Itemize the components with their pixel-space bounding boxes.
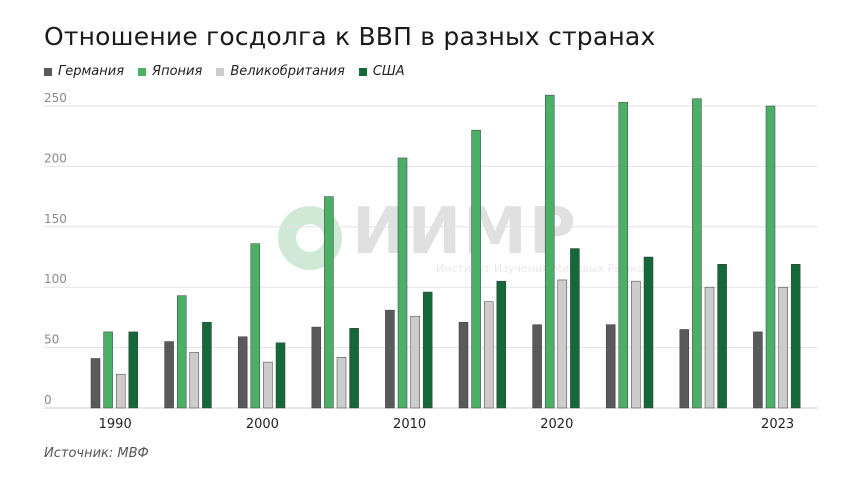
bar — [643, 256, 654, 409]
y-tick-label: 100 — [44, 272, 67, 286]
y-tick-label: 0 — [44, 393, 52, 407]
bar — [496, 280, 507, 409]
bar — [176, 295, 187, 409]
legend-item-germany: Германия — [44, 64, 124, 79]
y-tick-label: 50 — [44, 333, 59, 347]
legend-swatch-usa — [358, 67, 367, 76]
legend-item-usa: США — [358, 64, 405, 79]
bar — [557, 279, 568, 409]
bar — [692, 98, 702, 409]
bar — [704, 286, 715, 409]
y-tick-label: 250 — [44, 91, 67, 105]
bar — [385, 309, 395, 409]
bar — [103, 331, 113, 409]
bar — [679, 329, 690, 409]
y-tick-label: 150 — [44, 212, 67, 226]
legend-label-germany: Германия — [58, 64, 125, 79]
bar — [324, 196, 334, 409]
bar — [605, 324, 616, 409]
bar — [483, 301, 494, 409]
bar — [115, 373, 126, 409]
bar — [237, 336, 248, 409]
legend-item-japan: Япония — [138, 64, 202, 79]
legend-swatch-uk — [216, 67, 225, 76]
bar — [397, 157, 408, 409]
bar — [410, 315, 420, 409]
bar — [250, 243, 261, 409]
legend-label-uk: Великобритания — [230, 64, 345, 79]
bar — [422, 291, 433, 409]
bar — [544, 94, 555, 409]
bar — [570, 248, 580, 409]
bar — [202, 321, 212, 409]
bar — [717, 263, 727, 409]
bar — [189, 352, 200, 409]
legend-item-uk: Великобритания — [216, 64, 345, 79]
bar — [471, 129, 481, 409]
x-tick-label: 2020 — [540, 417, 573, 432]
bar — [778, 286, 788, 409]
bar — [275, 342, 286, 409]
chart-title: Отношение госдолга к ВВП в разных страна… — [44, 22, 656, 51]
bar — [618, 102, 629, 409]
x-tick-label: 2023 — [761, 417, 794, 432]
bar — [263, 361, 273, 409]
legend-label-usa: США — [372, 64, 405, 79]
bar — [458, 321, 469, 409]
legend: Германия Япония Великобритания США — [44, 64, 405, 79]
bar — [631, 280, 641, 409]
source-note: Источник: МВФ — [44, 446, 149, 461]
x-tick-label: 2010 — [393, 417, 426, 432]
bar — [532, 324, 542, 409]
bar — [790, 263, 801, 409]
bar — [765, 105, 776, 409]
bar — [336, 357, 347, 409]
y-tick-label: 200 — [44, 151, 67, 165]
legend-label-japan: Япония — [152, 64, 203, 79]
legend-swatch-japan — [138, 67, 147, 76]
x-tick-label: 2000 — [246, 417, 279, 432]
bar — [311, 326, 322, 409]
bar — [753, 331, 763, 409]
x-tick-label: 1990 — [99, 417, 132, 432]
legend-swatch-germany — [44, 67, 52, 76]
bar — [349, 328, 359, 409]
bar — [164, 341, 174, 409]
bar — [90, 358, 101, 409]
bar — [128, 331, 139, 409]
